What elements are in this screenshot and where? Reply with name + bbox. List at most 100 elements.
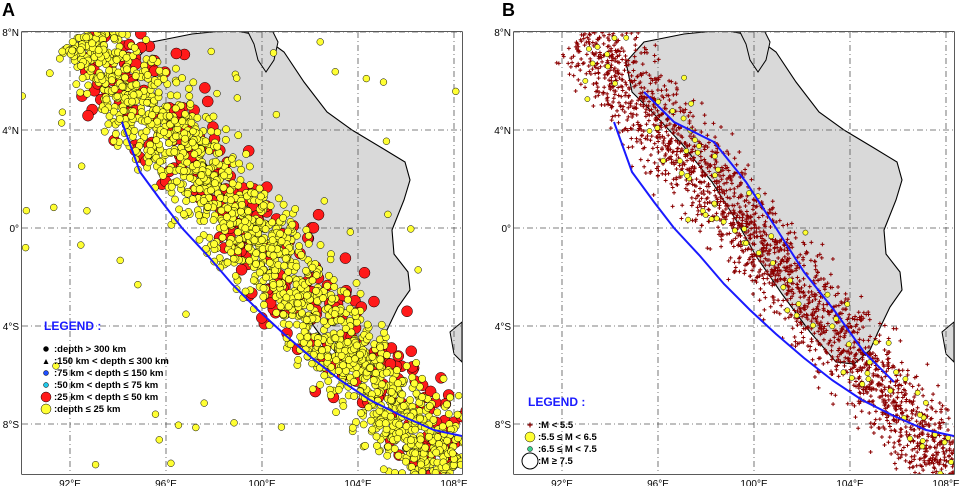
event-marker-small-magnitude	[807, 295, 812, 300]
event-marker-small-magnitude	[896, 404, 901, 409]
event-marker-small-magnitude	[871, 386, 876, 391]
event-marker-small-magnitude	[922, 458, 927, 463]
event-marker-small-magnitude	[940, 475, 944, 479]
event-marker-shallow	[152, 105, 161, 114]
event-marker-shallow	[166, 91, 175, 100]
event-marker-small-magnitude	[708, 246, 713, 251]
event-marker-small-magnitude	[802, 283, 807, 288]
event-marker-shallow	[195, 211, 203, 220]
event-marker-shallow	[382, 368, 391, 377]
event-marker-small-magnitude	[605, 19, 609, 23]
event-marker-small-magnitude	[689, 203, 694, 208]
event-marker-small-magnitude	[561, 54, 566, 59]
event-marker-small-magnitude	[927, 458, 932, 463]
event-marker-small-magnitude	[608, 48, 613, 53]
event-marker-shallow	[180, 167, 188, 175]
event-marker-shallow	[197, 171, 206, 180]
event-marker-small-magnitude	[629, 99, 634, 104]
event-marker-small-magnitude	[611, 96, 616, 101]
event-marker-shallow	[188, 138, 197, 147]
event-marker-small-magnitude	[766, 249, 771, 254]
event-marker-small-magnitude	[912, 454, 917, 459]
event-marker-small-magnitude	[903, 425, 908, 430]
event-marker-shallow	[344, 356, 353, 364]
event-marker-small-magnitude	[593, 94, 598, 99]
event-marker-shallow	[309, 385, 317, 393]
event-marker-small-magnitude	[834, 367, 839, 372]
event-marker-small-magnitude	[613, 69, 618, 74]
legend-title: LEGEND :	[44, 319, 101, 333]
event-marker-small-magnitude	[875, 356, 880, 361]
event-marker-moderate-magnitude	[584, 96, 591, 102]
event-marker-shallow	[153, 78, 162, 87]
event-marker-small-magnitude	[772, 282, 777, 287]
event-marker-shallow	[394, 451, 403, 460]
event-marker-shallow	[302, 316, 311, 324]
event-marker-shallow	[225, 239, 234, 248]
event-marker-shallow	[195, 185, 204, 194]
event-marker-shallow	[143, 71, 152, 79]
event-marker-small-magnitude	[925, 362, 930, 367]
event-marker-shallow	[284, 302, 293, 311]
event-marker-small-magnitude	[856, 376, 861, 381]
event-marker-small-magnitude	[732, 203, 737, 208]
event-marker-shallow	[142, 127, 151, 136]
event-marker-shallow	[378, 380, 386, 389]
event-marker-small-magnitude	[943, 472, 945, 474]
event-marker-shallow	[353, 318, 361, 327]
event-marker-small-magnitude	[830, 354, 835, 359]
event-marker-small-magnitude	[690, 147, 695, 152]
event-marker-small-magnitude	[869, 425, 874, 430]
event-marker-25-50km	[468, 454, 479, 465]
event-marker-small-magnitude	[663, 178, 668, 183]
event-marker-small-magnitude	[793, 235, 798, 240]
event-marker-small-magnitude	[893, 429, 898, 434]
event-marker-small-magnitude	[939, 417, 944, 422]
event-marker-small-magnitude	[573, 88, 578, 93]
event-marker-small-magnitude	[820, 315, 825, 320]
event-marker-shallow	[245, 256, 254, 265]
event-marker-shallow	[222, 125, 230, 134]
event-marker-small-magnitude	[957, 455, 961, 459]
event-marker-small-magnitude	[620, 72, 624, 77]
event-marker-shallow	[394, 351, 402, 360]
event-marker-shallow	[190, 150, 199, 159]
event-marker-small-magnitude	[656, 75, 661, 80]
event-marker-small-magnitude	[813, 297, 818, 302]
event-marker-small-magnitude	[677, 163, 682, 168]
event-marker-small-magnitude	[919, 464, 924, 469]
event-marker-small-magnitude	[810, 357, 815, 362]
event-marker-small-magnitude	[656, 168, 661, 173]
event-marker-small-magnitude	[668, 140, 673, 145]
event-marker-small-magnitude	[605, 91, 610, 96]
event-marker-shallow	[243, 232, 252, 240]
event-marker-small-magnitude	[630, 144, 635, 149]
event-marker-shallow	[304, 232, 313, 240]
event-marker-small-magnitude	[642, 94, 647, 99]
event-marker-small-magnitude	[608, 85, 613, 90]
event-marker-shallow	[143, 99, 151, 107]
event-marker-shallow	[112, 55, 121, 64]
event-marker-shallow	[252, 249, 261, 258]
event-marker-small-magnitude	[839, 311, 844, 316]
event-marker-small-magnitude	[760, 272, 765, 277]
event-marker-small-magnitude	[694, 184, 699, 189]
event-marker-small-magnitude	[652, 59, 657, 64]
event-marker-small-magnitude	[636, 128, 641, 133]
event-marker-small-magnitude	[683, 101, 688, 106]
event-marker-small-magnitude	[822, 287, 827, 292]
event-marker-small-magnitude	[826, 341, 831, 346]
event-marker-small-magnitude	[755, 275, 760, 280]
event-marker-moderate-magnitude	[964, 461, 969, 466]
event-marker-shallow	[195, 235, 204, 244]
event-marker-small-magnitude	[743, 247, 748, 252]
event-marker-small-magnitude	[939, 409, 944, 414]
event-marker-small-magnitude	[586, 39, 591, 44]
event-marker-small-magnitude	[886, 336, 891, 341]
event-marker-small-magnitude	[832, 340, 837, 345]
event-marker-small-magnitude	[703, 160, 708, 165]
event-marker-small-magnitude	[879, 435, 884, 440]
event-marker-shallow	[172, 132, 180, 141]
event-marker-moderate-magnitude	[795, 301, 802, 307]
event-marker-shallow	[100, 127, 109, 136]
